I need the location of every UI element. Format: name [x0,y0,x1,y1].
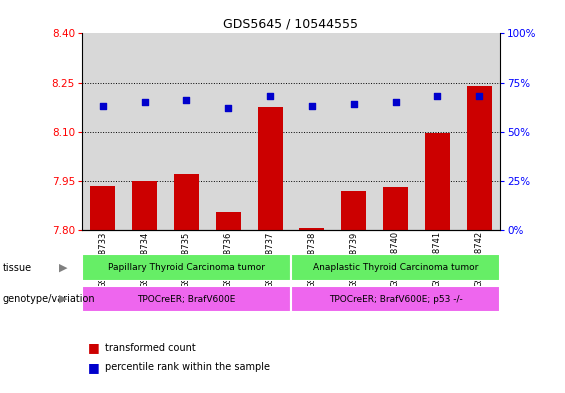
Bar [132,182,157,230]
Text: tissue: tissue [3,263,32,273]
Bar [299,228,324,230]
Text: Papillary Thyroid Carcinoma tumor: Papillary Thyroid Carcinoma tumor [108,263,265,272]
Point [475,93,484,99]
Bar [458,33,500,230]
Text: transformed count: transformed count [105,343,195,353]
Title: GDS5645 / 10544555: GDS5645 / 10544555 [224,18,358,31]
Bar [375,33,416,230]
Bar [82,286,291,312]
Point [224,105,233,111]
Bar [416,33,458,230]
Bar [166,33,207,230]
Bar [82,254,291,281]
Text: genotype/variation: genotype/variation [3,294,95,304]
Bar [207,33,249,230]
Bar [467,86,492,230]
Point [349,101,358,107]
Bar [291,33,333,230]
Point [98,103,107,109]
Text: ▶: ▶ [59,294,68,304]
Text: ▶: ▶ [59,263,68,273]
Bar [291,254,500,281]
Bar [82,33,124,230]
Bar [333,33,375,230]
Text: ■: ■ [88,341,99,354]
Bar [124,33,166,230]
Bar [90,185,115,230]
Point [266,93,275,99]
Point [182,97,191,103]
Bar [216,212,241,230]
Point [391,99,400,105]
Point [140,99,149,105]
Bar [341,191,366,230]
Text: percentile rank within the sample: percentile rank within the sample [105,362,270,373]
Bar [291,286,500,312]
Text: ■: ■ [88,361,99,374]
Text: Anaplastic Thyroid Carcinoma tumor: Anaplastic Thyroid Carcinoma tumor [313,263,478,272]
Text: TPOCreER; BrafV600E; p53 -/-: TPOCreER; BrafV600E; p53 -/- [329,295,462,303]
Bar [174,174,199,230]
Point [433,93,442,99]
Bar [383,187,408,230]
Bar [425,133,450,230]
Point [307,103,316,109]
Bar [258,107,282,230]
Text: TPOCreER; BrafV600E: TPOCreER; BrafV600E [137,295,236,303]
Bar [249,33,291,230]
